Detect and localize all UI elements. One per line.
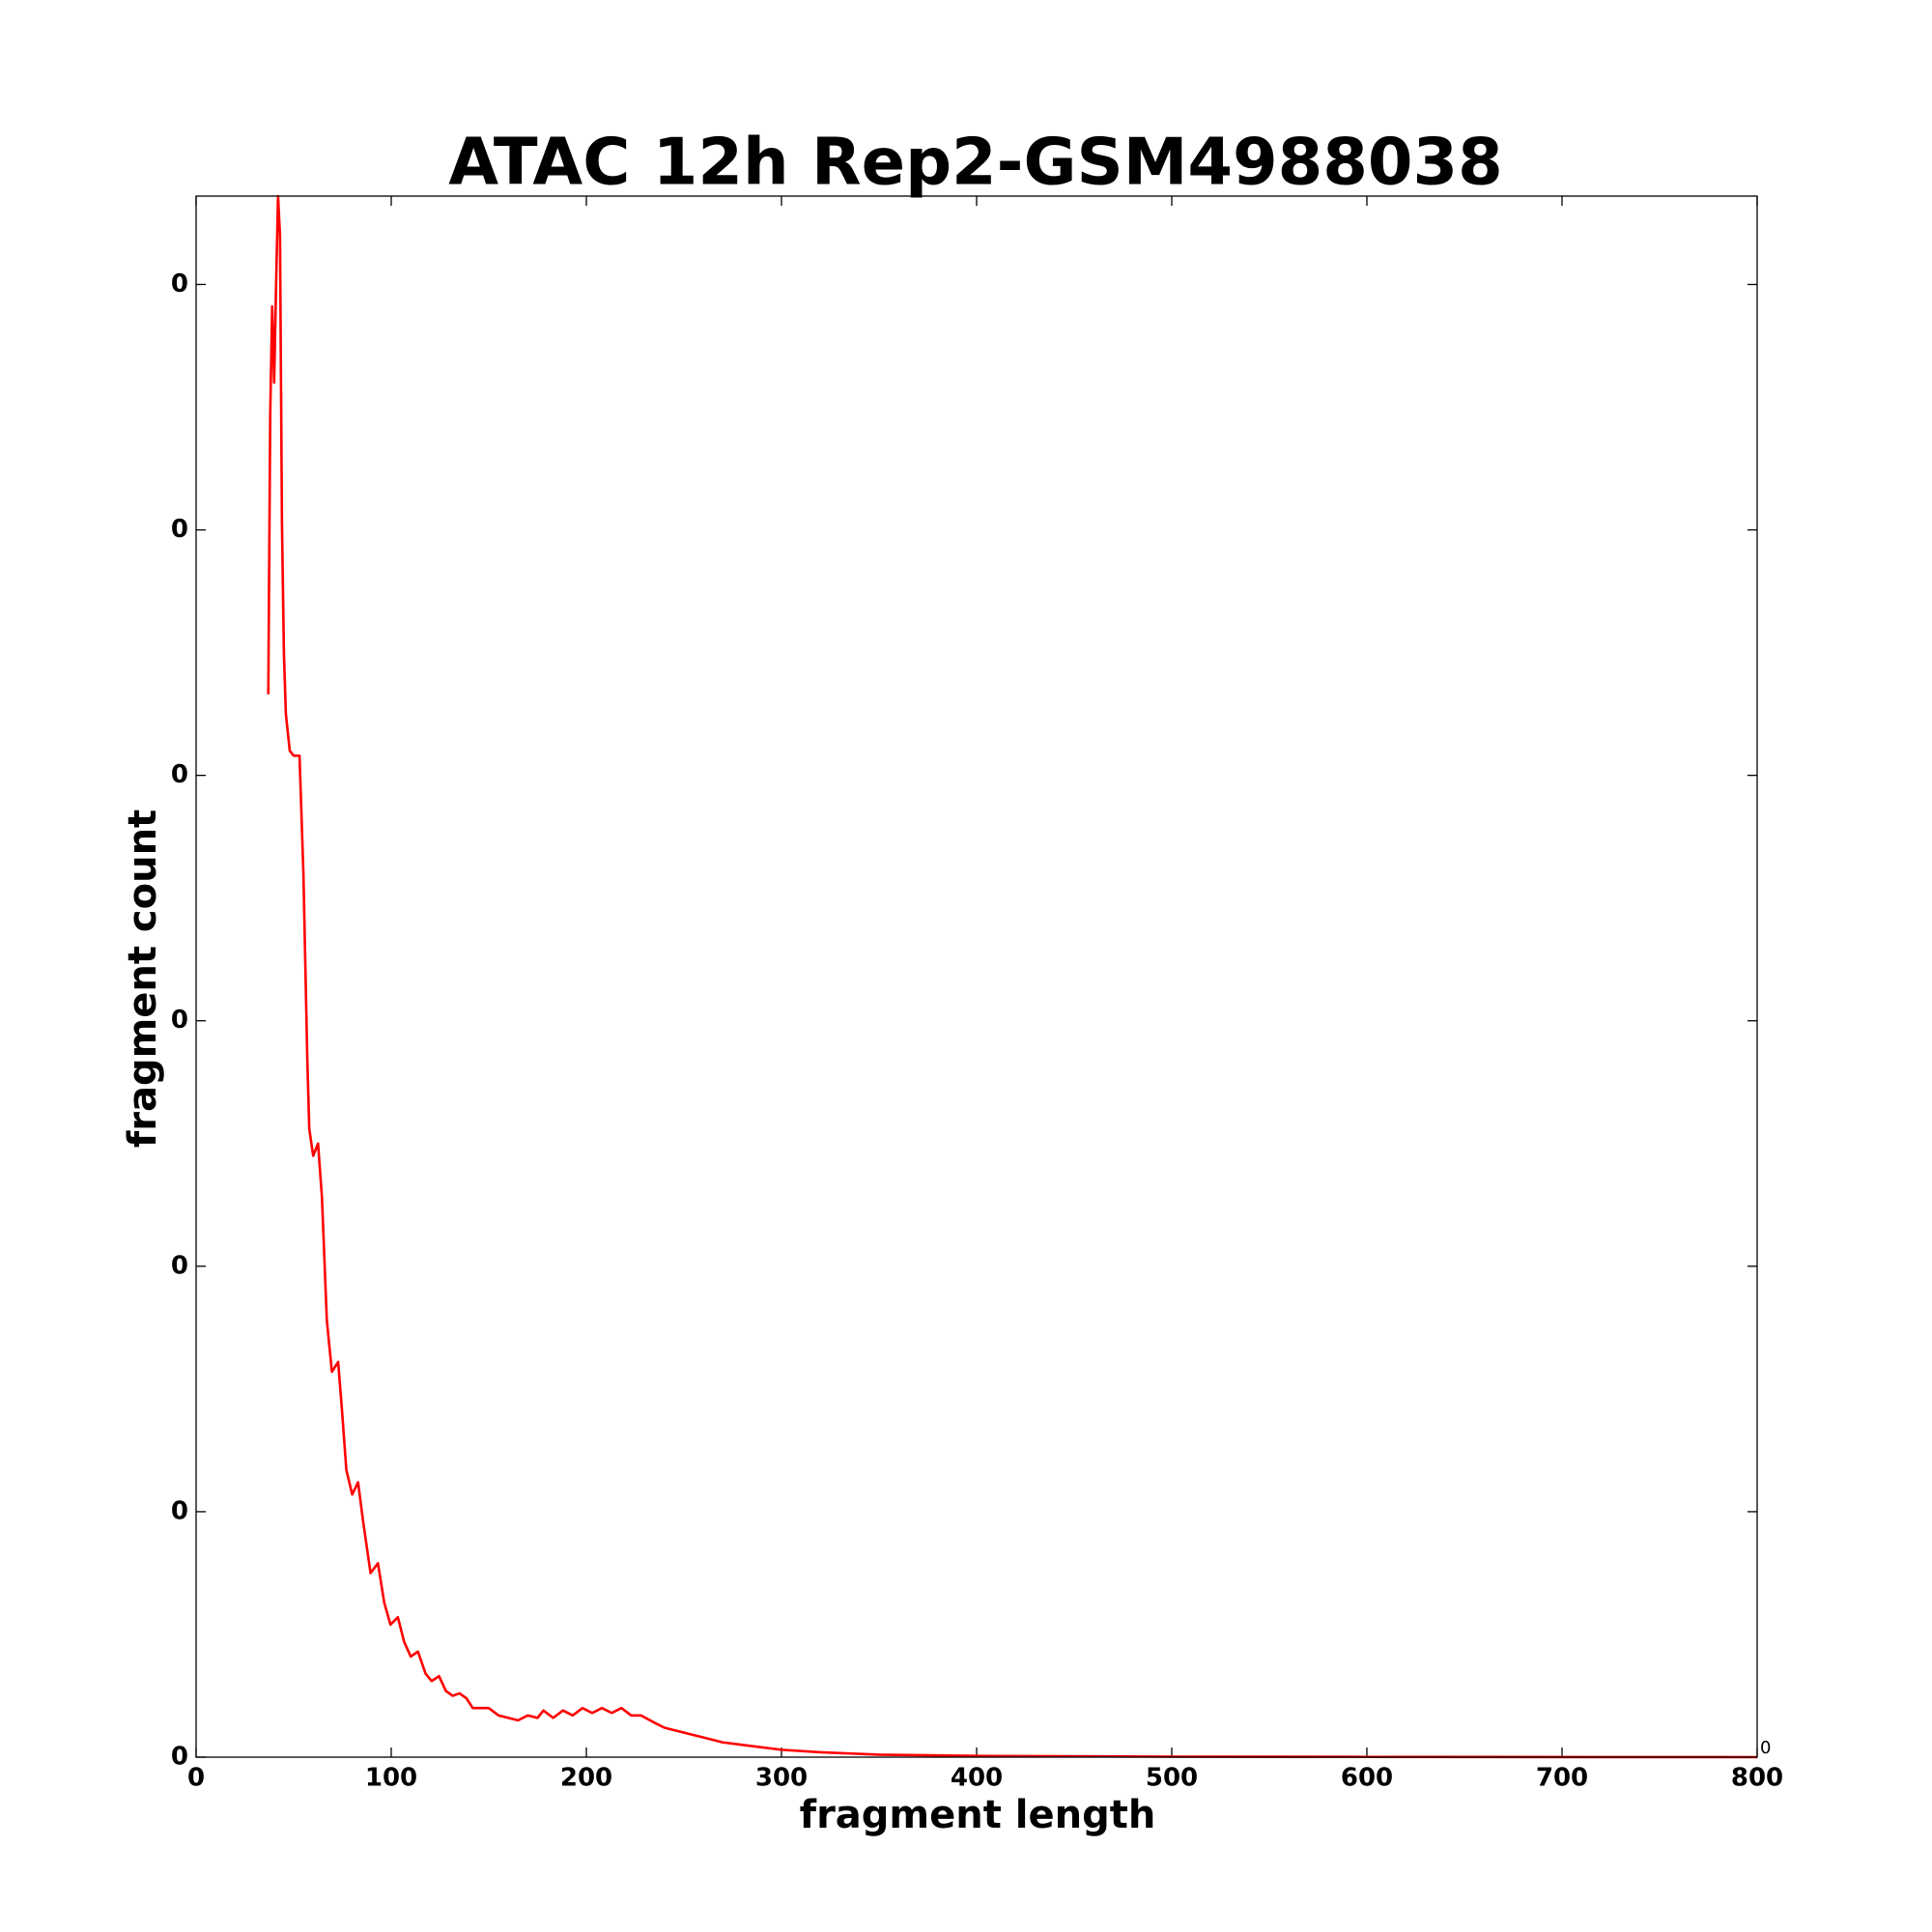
y-tick-label: 0 — [171, 1006, 188, 1035]
x-tick-label: 0 — [187, 1764, 205, 1793]
y-tick-label: 0 — [171, 515, 188, 544]
offset-text: 0 — [1760, 1738, 1771, 1758]
chart-title: ATAC 12h Rep2-GSM4988038 — [448, 125, 1502, 200]
x-tick-label: 700 — [1536, 1764, 1588, 1793]
y-tick-label: 0 — [171, 1496, 188, 1525]
y-tick-label: 0 — [171, 1743, 188, 1772]
x-axis-label: fragment length — [800, 1793, 1156, 1837]
x-tick-label: 800 — [1731, 1764, 1783, 1793]
x-tick-label: 300 — [755, 1764, 808, 1793]
x-tick-label: 600 — [1341, 1764, 1393, 1793]
plot-frame — [195, 195, 1758, 1758]
x-tick-label: 200 — [560, 1764, 612, 1793]
y-axis-label: fragment count — [121, 810, 165, 1148]
x-tick-label: 500 — [1146, 1764, 1198, 1793]
data-line — [267, 194, 1758, 1759]
y-tick-label: 0 — [171, 760, 188, 789]
y-tick-label: 0 — [171, 1251, 188, 1280]
x-tick-label: 100 — [365, 1764, 417, 1793]
y-tick-label: 0 — [171, 270, 188, 298]
x-tick-label: 400 — [951, 1764, 1003, 1793]
